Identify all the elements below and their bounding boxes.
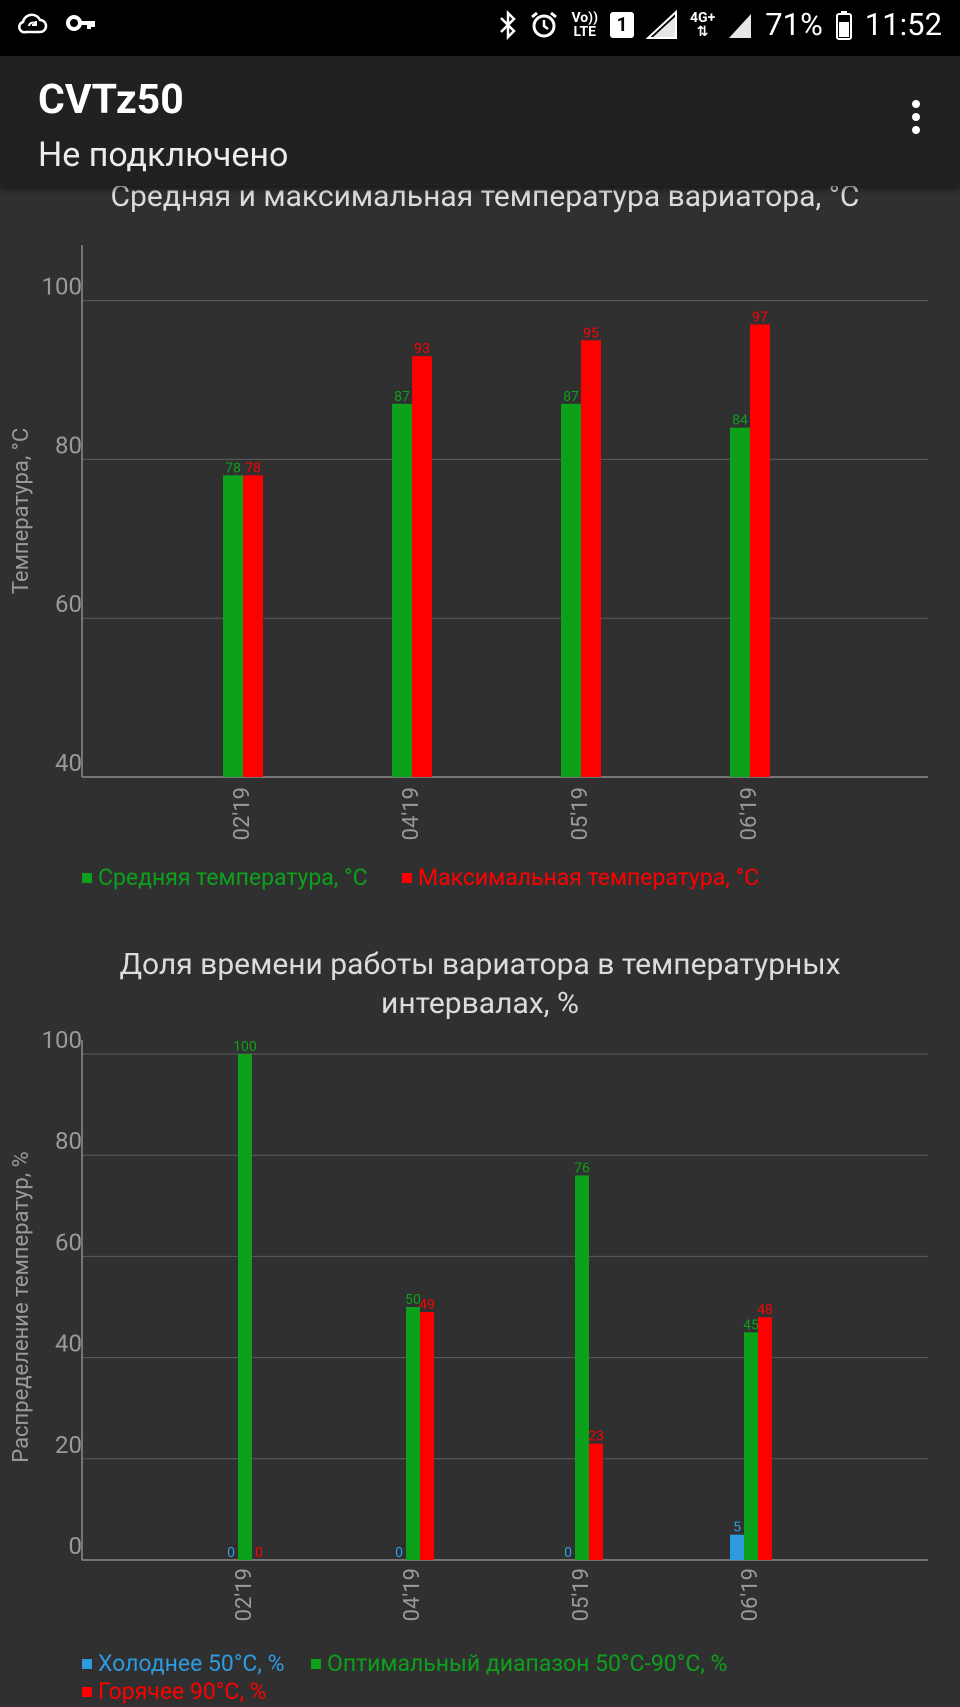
data-label: 48 xyxy=(757,1302,773,1318)
x-tick-label: 06'19 xyxy=(737,787,762,840)
y-tick-label: 0 xyxy=(69,1532,83,1560)
alarm-icon xyxy=(531,11,558,37)
data-label: 49 xyxy=(419,1297,435,1313)
y-tick-label: 40 xyxy=(55,1330,82,1358)
data-label: 76 xyxy=(574,1160,590,1176)
bar xyxy=(581,340,601,777)
y-tick-label: 80 xyxy=(55,431,82,459)
bar xyxy=(730,1534,744,1560)
connection-status: Не подключено xyxy=(38,135,289,175)
x-tick-label: 04'19 xyxy=(400,1568,425,1621)
y-axis-label: Распределение температур, % xyxy=(9,1151,34,1462)
y-tick-label: 60 xyxy=(55,1228,82,1256)
cloud-sync-icon xyxy=(18,13,48,34)
bar xyxy=(575,1175,589,1560)
volte-icon: Vo)) LTE xyxy=(571,9,599,40)
bar xyxy=(392,403,412,777)
data-label: 0 xyxy=(255,1545,263,1561)
app-bar: CVTz50 Не подключено xyxy=(0,56,960,186)
data-label: 23 xyxy=(588,1429,604,1445)
bar xyxy=(243,475,263,777)
data-label: 93 xyxy=(414,341,430,357)
chart-title: Доля времени работы вариатора в температ… xyxy=(119,947,840,982)
data-label: 97 xyxy=(752,309,768,325)
signal-strength-icon xyxy=(646,9,678,39)
data-label: 100 xyxy=(233,1039,257,1055)
y-tick-label: 20 xyxy=(55,1431,82,1459)
bar xyxy=(730,427,750,777)
data-label: 87 xyxy=(563,389,579,405)
x-tick-label: 02'19 xyxy=(230,787,255,840)
data-label: 78 xyxy=(245,460,261,476)
data-label: 87 xyxy=(394,389,410,405)
battery-percent: 71% xyxy=(765,6,823,43)
chart-title: интервалах, % xyxy=(381,986,579,1021)
signal-strength-2-icon xyxy=(729,13,752,38)
bar xyxy=(412,356,432,777)
bar xyxy=(758,1317,772,1560)
bar xyxy=(589,1443,603,1560)
y-tick-label: 100 xyxy=(42,1026,82,1054)
legend-label: Средняя температура, °C xyxy=(98,864,368,891)
data-label: 78 xyxy=(225,460,241,476)
y-axis-label: Температура, °C xyxy=(9,428,34,594)
bar xyxy=(223,475,243,777)
bar xyxy=(744,1332,758,1560)
app-title: CVTz50 xyxy=(38,76,184,124)
data-label: 0 xyxy=(395,1545,403,1561)
legend-label: Оптимальный диапазон 50°C-90°C, % xyxy=(327,1650,727,1677)
bluetooth-icon xyxy=(500,9,517,40)
legend-swatch xyxy=(82,873,92,883)
data-label: 5 xyxy=(733,1520,741,1536)
data-label: 45 xyxy=(743,1317,759,1333)
x-tick-label: 04'19 xyxy=(399,787,424,840)
data-label: 0 xyxy=(227,1545,235,1561)
legend-swatch xyxy=(82,1659,92,1669)
sim-icon: 1 xyxy=(610,11,635,38)
y-tick-label: 40 xyxy=(55,749,82,777)
legend-label: Максимальная температура, °C xyxy=(418,864,759,891)
battery-icon xyxy=(835,10,852,40)
network-type-icon: 4G+ ⇅ xyxy=(690,9,716,40)
y-tick-label: 80 xyxy=(55,1127,82,1155)
legend-label: Горячее 90°C, % xyxy=(98,1678,266,1705)
data-label: 84 xyxy=(732,413,748,429)
y-tick-label: 60 xyxy=(55,590,82,618)
legend-swatch xyxy=(311,1659,321,1669)
bar xyxy=(750,324,770,777)
more-vert-icon[interactable] xyxy=(902,96,930,146)
bar xyxy=(238,1054,252,1560)
status-bar: Vo)) LTE 1 4G+ ⇅ 71% 11:52 xyxy=(0,0,960,56)
x-tick-label: 06'19 xyxy=(738,1568,763,1621)
legend-swatch xyxy=(82,1687,92,1697)
clock: 11:52 xyxy=(864,6,942,43)
x-tick-label: 05'19 xyxy=(568,787,593,840)
bar xyxy=(406,1307,420,1560)
legend-label: Холоднее 50°C, % xyxy=(98,1650,284,1677)
legend-swatch xyxy=(402,873,412,883)
x-tick-label: 02'19 xyxy=(232,1568,257,1621)
y-tick-label: 100 xyxy=(42,273,82,301)
x-tick-label: 05'19 xyxy=(569,1568,594,1621)
data-label: 95 xyxy=(583,325,599,341)
bar xyxy=(561,403,581,777)
bar xyxy=(420,1312,434,1560)
key-icon xyxy=(66,15,95,31)
data-label: 0 xyxy=(564,1545,572,1561)
data-label: 50 xyxy=(405,1292,421,1308)
